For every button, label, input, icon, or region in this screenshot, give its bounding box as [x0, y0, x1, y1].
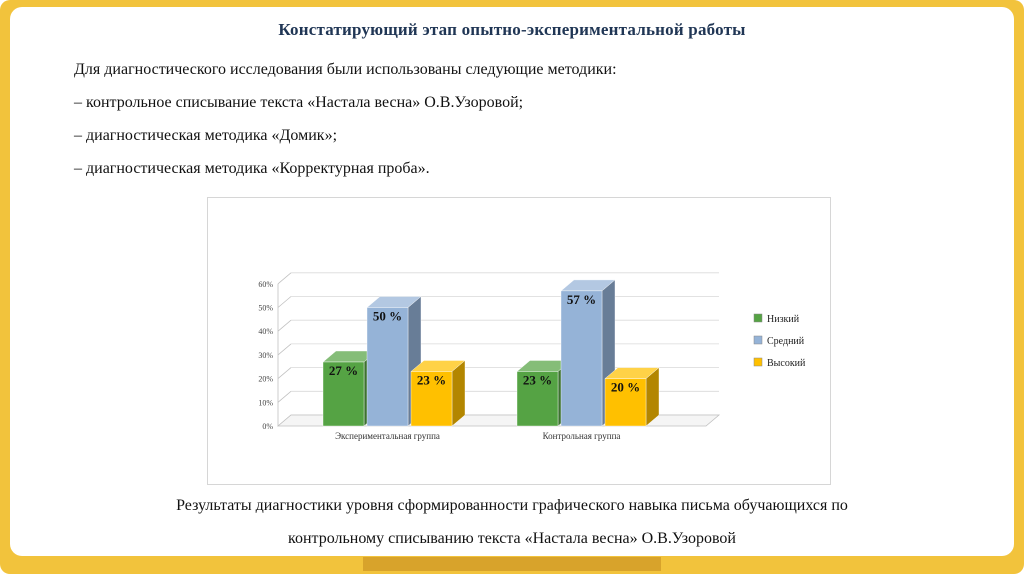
bar	[604, 378, 647, 427]
bar-label: 57 %	[567, 292, 596, 307]
y-tick-label: 60%	[258, 280, 273, 289]
grid-slant	[277, 272, 292, 285]
category-label: Контрольная группа	[543, 431, 621, 441]
chart-caption-line-2: контрольному списыванию текста «Настала …	[287, 530, 736, 547]
bar-label: 27 %	[329, 363, 358, 378]
grid-slant	[277, 367, 292, 379]
category-label: Экспериментальная группа	[335, 431, 440, 441]
grid-slant	[277, 319, 292, 332]
legend-label: Средний	[767, 336, 805, 347]
body-text-line-2: – контрольное списывание текста «Настала…	[74, 94, 524, 111]
bar	[366, 307, 409, 427]
bar-label: 23 %	[417, 372, 446, 387]
bar	[516, 371, 559, 427]
footer-accent-bar	[363, 557, 661, 571]
bar	[560, 290, 603, 427]
legend-swatch	[753, 335, 763, 345]
body-text-line-1: Для диагностического исследования были и…	[74, 61, 617, 78]
slide: Констатирующий этап опытно-экспериментал…	[10, 7, 1014, 556]
bar-label: 50 %	[373, 309, 402, 324]
grid-slant	[277, 343, 292, 356]
slide-title: Констатирующий этап опытно-экспериментал…	[278, 20, 746, 39]
y-tick-label: 10%	[258, 398, 273, 407]
body-text-line-4: – диагностическая методика «Корректурная…	[74, 160, 430, 177]
legend-label: Низкий	[767, 314, 800, 325]
legend-label: Высокий	[767, 358, 806, 369]
bar	[322, 361, 365, 427]
bar-label: 20 %	[611, 380, 640, 395]
chart-area: 0% 10% 20% 30% 40% 50% 60% 27 % 50 % 23 % Эксперим…	[207, 197, 831, 485]
chart-caption-line-1: Результаты диагностики уровня сформирова…	[176, 497, 848, 514]
y-tick-label: 40%	[258, 327, 273, 336]
y-tick-label: 0%	[262, 422, 273, 431]
y-tick-label: 50%	[258, 304, 273, 313]
body-text-line-3: – диагностическая методика «Домик»;	[74, 127, 338, 144]
y-tick-label: 30%	[258, 351, 273, 360]
y-tick-label: 20%	[258, 375, 273, 384]
legend-swatch	[753, 357, 763, 367]
chart-svg: 0% 10% 20% 30% 40% 50% 60% 27 % 50 % 23 % Эксперим…	[258, 272, 806, 441]
bar-label: 23 %	[523, 372, 552, 387]
bar-side-face	[451, 360, 466, 427]
body-text: Для диагностического исследования были и…	[74, 59, 978, 191]
bar	[410, 371, 453, 427]
grid-slant	[277, 296, 292, 308]
legend-swatch	[753, 313, 763, 323]
grid-slant	[277, 390, 292, 403]
